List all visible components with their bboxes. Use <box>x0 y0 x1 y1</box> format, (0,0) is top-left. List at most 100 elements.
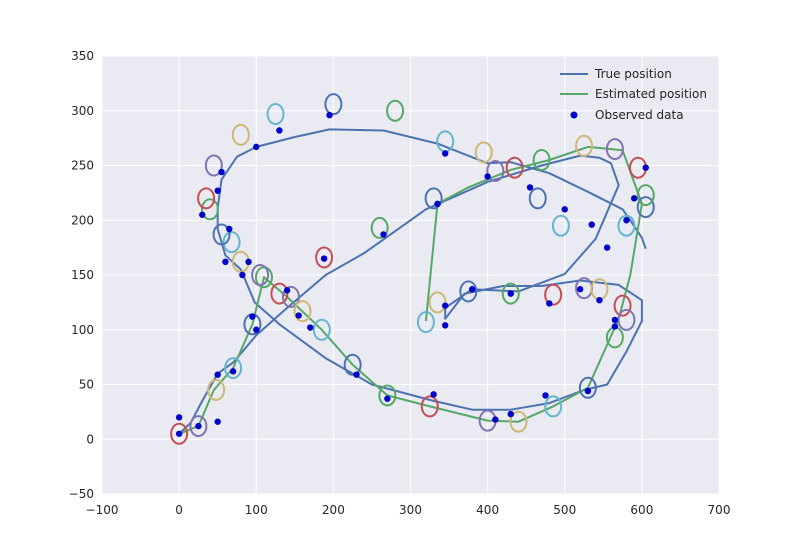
x-tick-label: 400 <box>476 503 499 517</box>
legend-true-position-label: True position <box>594 67 672 81</box>
uncertainty-ellipse <box>204 154 223 177</box>
ellipse-layer <box>170 93 655 445</box>
uncertainty-ellipse <box>505 156 524 179</box>
observed-data-point <box>222 258 229 266</box>
uncertainty-ellipse <box>370 216 389 239</box>
uncertainty-ellipse <box>428 291 447 314</box>
y-tick-label: 250 <box>71 159 94 173</box>
observed-data-point <box>245 258 252 266</box>
uncertainty-ellipse <box>200 198 219 221</box>
uncertainty-ellipse <box>189 415 208 438</box>
observed-data-point <box>611 323 619 330</box>
uncertainty-ellipse <box>613 294 632 317</box>
observed-data-point <box>507 410 514 418</box>
uncertainty-ellipse <box>617 308 636 331</box>
uncertainty-ellipse <box>207 378 226 401</box>
uncertainty-ellipse <box>578 376 597 399</box>
observed-data-point <box>276 127 283 134</box>
uncertainty-ellipse <box>420 395 439 418</box>
x-tick-label: 200 <box>322 503 345 517</box>
uncertainty-ellipse <box>544 283 563 306</box>
observed-data-point <box>214 187 221 194</box>
y-tick-label: 300 <box>71 104 94 118</box>
observed-data-point <box>380 231 387 238</box>
observed-data-point <box>596 296 603 304</box>
uncertainty-ellipse <box>266 103 285 126</box>
observed-data-point <box>588 221 595 228</box>
uncertainty-ellipse <box>224 357 243 380</box>
observed-data-point <box>384 395 391 402</box>
x-axis-ticks: −100 0 100 200 300 400 500 600 700 <box>86 503 731 517</box>
observed-data-point <box>442 150 449 157</box>
x-tick-label: −100 <box>86 503 119 517</box>
uncertainty-ellipse <box>459 280 478 303</box>
observed-data-point <box>353 371 360 378</box>
uncertainty-ellipse <box>212 223 231 246</box>
uncertainty-ellipse <box>509 410 528 433</box>
observed-data-point <box>307 324 314 331</box>
observed-data-point <box>253 143 260 151</box>
uncertainty-ellipse <box>636 196 655 219</box>
uncertainty-ellipse <box>636 184 655 207</box>
x-tick-label: 700 <box>708 503 731 517</box>
uncertainty-ellipse <box>605 138 624 161</box>
uncertainty-ellipse <box>270 282 289 305</box>
observed-data-point <box>434 200 441 208</box>
uncertainty-ellipse <box>528 187 547 210</box>
uncertainty-ellipse <box>424 187 443 210</box>
uncertainty-ellipse <box>474 141 493 164</box>
y-tick-label: 350 <box>71 49 94 63</box>
y-axis-ticks: −50 0 50 100 150 200 250 300 350 <box>69 49 94 501</box>
x-tick-label: 100 <box>245 503 268 517</box>
observed-data-point <box>326 111 333 119</box>
observed-data-point <box>576 286 584 293</box>
y-tick-label: −50 <box>69 487 94 501</box>
uncertainty-ellipse <box>386 99 405 122</box>
x-tick-label: 0 <box>175 503 183 517</box>
legend: True position Estimated position Observe… <box>560 67 707 122</box>
observed-data-point <box>249 313 256 320</box>
observed-data-point <box>295 312 302 319</box>
uncertainty-ellipse <box>324 93 343 116</box>
observed-data-point <box>175 414 183 421</box>
observed-data-point <box>253 326 260 333</box>
uncertainty-ellipse <box>532 149 551 172</box>
observed-data-point <box>603 244 611 251</box>
observed-data-point <box>283 287 291 294</box>
x-tick-label: 500 <box>553 503 576 517</box>
observed-data-point <box>195 422 202 430</box>
observed-data-point <box>218 168 225 176</box>
y-tick-label: 0 <box>86 432 94 446</box>
observed-data-point <box>469 286 476 293</box>
y-tick-label: 150 <box>71 268 94 282</box>
observed-data-point <box>546 300 553 307</box>
uncertainty-ellipse <box>486 159 505 182</box>
observed-data-point <box>214 418 221 425</box>
uncertainty-ellipse <box>544 395 563 418</box>
observed-data-point <box>611 316 619 324</box>
uncertainty-ellipse <box>293 300 312 323</box>
observed-data-point <box>214 371 221 378</box>
uncertainty-ellipse <box>251 264 270 286</box>
observed-data-point <box>623 217 630 224</box>
observed-data-point <box>199 211 206 218</box>
uncertainty-ellipse <box>551 214 570 237</box>
observed-data-point <box>239 271 246 279</box>
observed-data-point <box>320 255 328 262</box>
legend-observed-data-label: Observed data <box>595 108 684 122</box>
uncertainty-ellipse <box>416 311 435 334</box>
uncertainty-ellipse <box>222 231 241 254</box>
uncertainty-ellipse <box>315 246 334 269</box>
x-tick-label: 300 <box>399 503 422 517</box>
observed-points <box>175 111 649 437</box>
legend-estimated-position-label: Estimated position <box>595 87 707 101</box>
y-tick-label: 200 <box>71 213 94 227</box>
uncertainty-ellipse <box>170 422 189 445</box>
observed-data-point <box>642 164 649 171</box>
uncertainty-ellipse <box>501 282 520 305</box>
y-tick-label: 50 <box>79 378 94 392</box>
observed-data-point <box>229 368 237 375</box>
x-tick-label: 600 <box>630 503 653 517</box>
observed-data-point <box>584 387 592 395</box>
